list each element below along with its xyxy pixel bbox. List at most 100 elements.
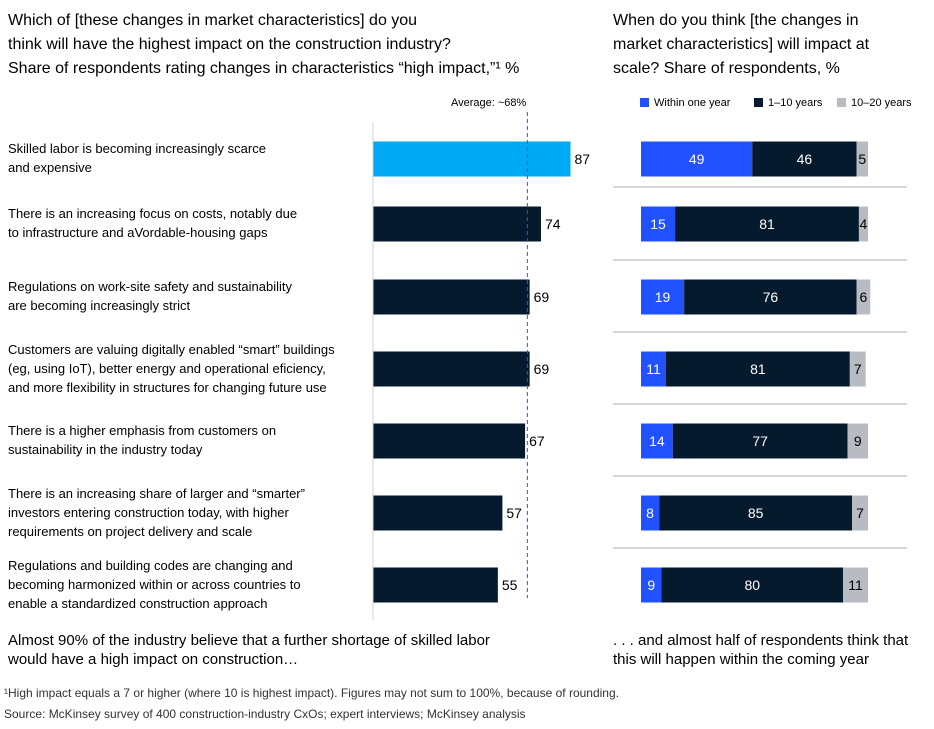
segment-value-label: 15	[650, 216, 666, 232]
legend: Within one year 1–10 years 10–20 years	[640, 96, 930, 112]
row-label-line: to infrastructure and aVordable-housing …	[8, 225, 268, 240]
left-title-line-1: Which of [these changes in market charac…	[8, 12, 418, 29]
row-label-line: Skilled labor is becoming increasingly s…	[8, 141, 266, 156]
row-label-line: and expensive	[8, 160, 92, 175]
left-title-line-2: think will have the highest impact on th…	[8, 36, 451, 53]
ten-to-twenty-years-segment	[858, 206, 868, 242]
left-footer: Almost 90% of the industry believe that …	[8, 631, 568, 669]
impact-value-label: 69	[534, 361, 550, 377]
left-chart-subtitle: Share of respondents rating changes in c…	[8, 60, 520, 77]
segment-value-label: 46	[797, 151, 813, 167]
row-label: Customers are valuing digitally enabled …	[8, 340, 368, 397]
legend-swatch-1-10-years	[754, 98, 763, 107]
row-label-line: Regulations and building codes are chang…	[8, 557, 293, 573]
within-one-year-segment	[641, 279, 685, 315]
ten-to-twenty-years-segment	[856, 141, 868, 177]
row-label: There is an increasing focus on costs, n…	[8, 204, 368, 242]
segment-value-label: 80	[744, 577, 760, 593]
row-label-line: (eg, using IoT), better energy and opera…	[8, 360, 326, 376]
segment-value-label: 5	[858, 151, 866, 167]
left-footer-line-2: would have a high impact on construction…	[8, 651, 299, 668]
legend-label-within-one-year: Within one year	[654, 97, 731, 109]
ten-to-twenty-years-segment	[847, 423, 868, 459]
ten-to-twenty-years-segment	[856, 279, 871, 315]
row-label-line: requirements on project delivery and sca…	[8, 523, 253, 539]
ten-to-twenty-years-segment	[843, 567, 868, 603]
segment-value-label: 76	[763, 289, 779, 305]
segment-value-label: 4	[860, 216, 868, 232]
segment-value-label: 81	[759, 216, 775, 232]
segment-value-label: 49	[689, 151, 705, 167]
impact-value-label: 69	[534, 289, 550, 305]
row-label: There is an increasing share of larger a…	[8, 484, 368, 541]
segment-value-label: 11	[646, 361, 661, 377]
right-title-line-2: market characteristics] will impact at	[613, 36, 870, 53]
one-to-ten-years-segment	[672, 423, 848, 459]
impact-value-label: 55	[502, 577, 518, 593]
right-footer-line-1: . . . and almost half of respondents thi…	[613, 632, 909, 649]
row-label-line: There is an increasing share of larger a…	[8, 485, 305, 501]
left-chart-title: Which of [these changes in market charac…	[8, 9, 568, 81]
segment-value-label: 8	[646, 505, 654, 521]
right-footer-line-2: this will happen within the coming year	[613, 651, 869, 668]
row-label-line: Regulations on work-site safety and sust…	[8, 279, 292, 294]
impact-value-label: 67	[529, 433, 545, 449]
segment-value-label: 19	[655, 289, 671, 305]
impact-bar	[373, 495, 503, 531]
segment-value-label: 11	[848, 577, 863, 593]
ten-to-twenty-years-segment	[849, 351, 866, 387]
right-title-line-3: scale? Share of respondents, %	[613, 60, 840, 77]
one-to-ten-years-segment	[752, 141, 857, 177]
impact-bar	[373, 567, 498, 603]
legend-swatch-within-one-year	[640, 98, 649, 107]
one-to-ten-years-segment	[661, 567, 844, 603]
right-footer: . . . and almost half of respondents thi…	[613, 631, 923, 669]
row-label-line: enable a standardized construction appro…	[8, 595, 268, 611]
row-label: Regulations on work-site safety and sust…	[8, 277, 368, 315]
row-label: Regulations and building codes are chang…	[8, 556, 368, 613]
segment-value-label: 81	[750, 361, 766, 377]
row-label-line: and more flexibility in structures for c…	[8, 379, 327, 395]
row-label: There is a higher emphasis from customer…	[8, 421, 368, 459]
impact-value-label: 87	[574, 151, 590, 167]
row-label-line: Customers are valuing digitally enabled …	[8, 341, 335, 357]
row-label-line: There is an increasing focus on costs, n…	[8, 206, 298, 221]
segment-value-label: 7	[856, 505, 864, 521]
left-footer-line-1: Almost 90% of the industry believe that …	[8, 632, 490, 649]
one-to-ten-years-segment	[659, 495, 853, 531]
segment-value-label: 7	[854, 361, 862, 377]
row-label-line: are becoming increasingly strict	[8, 298, 191, 313]
impact-value-label: 57	[506, 505, 522, 521]
row-label-line: There is a higher emphasis from customer…	[8, 423, 277, 438]
impact-bar	[373, 279, 530, 315]
segment-value-label: 77	[752, 433, 768, 449]
within-one-year-segment	[641, 351, 666, 387]
segment-value-label: 85	[748, 505, 764, 521]
one-to-ten-years-segment	[684, 279, 857, 315]
impact-bar	[373, 206, 541, 242]
within-one-year-segment	[641, 141, 753, 177]
within-one-year-segment	[641, 495, 660, 531]
footnote: ¹High impact equals a 7 or higher (where…	[4, 686, 619, 700]
within-one-year-segment	[641, 206, 676, 242]
within-one-year-segment	[641, 567, 662, 603]
average-label: Average: ~68%	[451, 97, 527, 109]
legend-label-10-20-years: 10–20 years	[851, 97, 912, 109]
segment-value-label: 14	[649, 433, 665, 449]
row-label: Skilled labor is becoming increasingly s…	[8, 139, 368, 177]
one-to-ten-years-segment	[665, 351, 850, 387]
source-note: Source: McKinsey survey of 400 construct…	[4, 707, 526, 721]
ten-to-twenty-years-segment	[852, 495, 868, 531]
segment-value-label: 9	[854, 433, 862, 449]
legend-label-1-10-years: 1–10 years	[768, 97, 823, 109]
impact-bar	[373, 351, 530, 387]
row-label-line: sustainability in the industry today	[8, 442, 203, 457]
segment-value-label: 6	[860, 289, 868, 305]
within-one-year-segment	[641, 423, 673, 459]
row-label-line: investors entering construction today, w…	[8, 504, 289, 520]
right-chart-title: When do you think [the changes in market…	[613, 9, 923, 81]
one-to-ten-years-segment	[675, 206, 859, 242]
right-title-line-1: When do you think [the changes in	[613, 12, 859, 29]
impact-bar	[373, 423, 526, 459]
